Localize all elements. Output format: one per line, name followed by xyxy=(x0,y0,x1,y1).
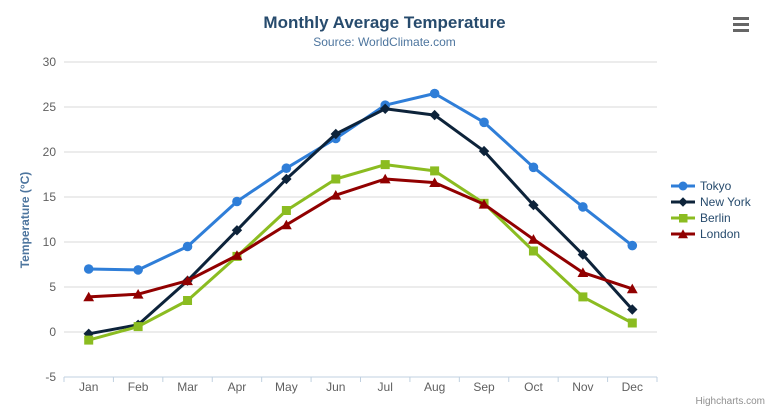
data-point-tokyo-Dec[interactable] xyxy=(627,240,638,251)
data-point-new-york-May[interactable] xyxy=(281,173,292,185)
data-point-london-Jul[interactable] xyxy=(379,173,391,184)
x-tick-label: Mar xyxy=(177,380,198,394)
y-tick-label: 5 xyxy=(49,280,56,294)
x-tick-label: Oct xyxy=(524,380,543,394)
export-menu-button[interactable] xyxy=(732,15,750,33)
x-tick-label: Sep xyxy=(473,380,495,394)
y-tick-label: 10 xyxy=(43,235,57,249)
legend-item-new-york[interactable]: New York xyxy=(670,194,751,210)
data-point-london-Sep[interactable] xyxy=(478,199,490,209)
data-point-london-Jan[interactable] xyxy=(83,291,95,302)
series-line-berlin[interactable] xyxy=(87,163,634,342)
legend-item-tokyo[interactable]: Tokyo xyxy=(670,178,751,194)
y-tick-label: 30 xyxy=(43,55,57,69)
data-point-tokyo-Feb[interactable] xyxy=(133,265,143,275)
diamond-legend-icon xyxy=(671,197,695,207)
x-tick-label: Dec xyxy=(622,380,643,394)
x-tick-label: Nov xyxy=(572,380,593,394)
data-point-new-york-Nov[interactable] xyxy=(577,249,589,260)
legend: Tokyo New York Berlin London xyxy=(670,178,751,242)
data-point-tokyo-Nov[interactable] xyxy=(578,202,588,212)
data-point-new-york-Jun[interactable] xyxy=(330,128,341,140)
legend-label: Tokyo xyxy=(700,179,732,193)
y-tick-label: 20 xyxy=(43,145,57,159)
data-point-london-Oct[interactable] xyxy=(528,234,539,244)
data-point-berlin-Dec[interactable] xyxy=(627,318,637,328)
data-point-tokyo-Oct[interactable] xyxy=(528,162,539,173)
data-point-berlin-Mar[interactable] xyxy=(183,296,193,305)
legend-label: New York xyxy=(700,195,751,209)
data-point-berlin-Nov[interactable] xyxy=(578,292,588,302)
data-point-berlin-Oct[interactable] xyxy=(528,246,538,256)
x-tick-label: Apr xyxy=(228,380,247,394)
data-point-tokyo-Jan[interactable] xyxy=(83,264,94,274)
data-point-london-Dec[interactable] xyxy=(626,283,638,294)
data-point-tokyo-Sep[interactable] xyxy=(479,117,489,128)
y-tick-label: 25 xyxy=(43,100,57,114)
hamburger-icon xyxy=(733,16,749,20)
legend-label: Berlin xyxy=(700,211,731,225)
data-point-london-Nov[interactable] xyxy=(577,267,589,277)
data-point-london-May[interactable] xyxy=(280,219,292,230)
y-tick-label: 15 xyxy=(43,190,57,204)
y-tick-label: 0 xyxy=(49,325,56,339)
data-point-tokyo-Aug[interactable] xyxy=(429,88,440,99)
y-tick-label: -5 xyxy=(45,370,56,384)
hamburger-icon xyxy=(733,22,749,26)
data-point-tokyo-Mar[interactable] xyxy=(182,241,193,252)
chart-title: Monthly Average Temperature xyxy=(263,13,506,32)
data-point-berlin-Feb[interactable] xyxy=(133,322,143,332)
y-axis-title: Temperature (°C) xyxy=(18,171,32,269)
hamburger-icon xyxy=(733,28,749,32)
data-point-new-york-Oct[interactable] xyxy=(528,199,539,211)
data-point-berlin-Jul[interactable] xyxy=(380,160,390,170)
data-point-tokyo-Apr[interactable] xyxy=(232,196,242,207)
data-point-london-Mar[interactable] xyxy=(182,275,193,286)
chart-subtitle: Source: WorldClimate.com xyxy=(313,35,456,49)
series-line-london[interactable] xyxy=(87,177,634,299)
legend-item-london[interactable]: London xyxy=(670,226,751,242)
x-tick-label: Aug xyxy=(424,380,445,394)
square-legend-icon xyxy=(671,214,695,223)
data-point-new-york-Jul[interactable] xyxy=(380,103,391,114)
data-point-new-york-Dec[interactable] xyxy=(627,304,638,315)
data-point-tokyo-May[interactable] xyxy=(281,163,292,173)
x-tick-label: Jun xyxy=(326,380,345,394)
legend-label: London xyxy=(700,227,741,241)
x-tick-label: Jul xyxy=(378,380,393,394)
credits-link[interactable]: Highcharts.com xyxy=(695,396,765,407)
data-point-new-york-Aug[interactable] xyxy=(429,109,440,121)
x-tick-label: Feb xyxy=(128,380,149,394)
data-point-berlin-May[interactable] xyxy=(281,206,291,215)
data-point-london-Apr[interactable] xyxy=(231,250,243,260)
circle-legend-icon xyxy=(671,181,695,191)
triangle-legend-icon xyxy=(671,229,695,239)
data-point-london-Jun[interactable] xyxy=(330,190,342,200)
legend-item-berlin[interactable]: Berlin xyxy=(670,210,751,226)
data-point-berlin-Jun[interactable] xyxy=(331,174,341,184)
series-line-new-york[interactable] xyxy=(87,107,634,336)
data-point-london-Aug[interactable] xyxy=(429,177,441,187)
x-tick-label: Jan xyxy=(79,380,98,394)
data-point-london-Feb[interactable] xyxy=(132,289,144,299)
data-point-new-york-Sep[interactable] xyxy=(478,145,490,157)
data-point-berlin-Aug[interactable] xyxy=(430,166,440,176)
data-point-new-york-Apr[interactable] xyxy=(231,225,243,236)
data-point-berlin-Jan[interactable] xyxy=(84,335,94,345)
x-tick-label: May xyxy=(275,380,298,394)
